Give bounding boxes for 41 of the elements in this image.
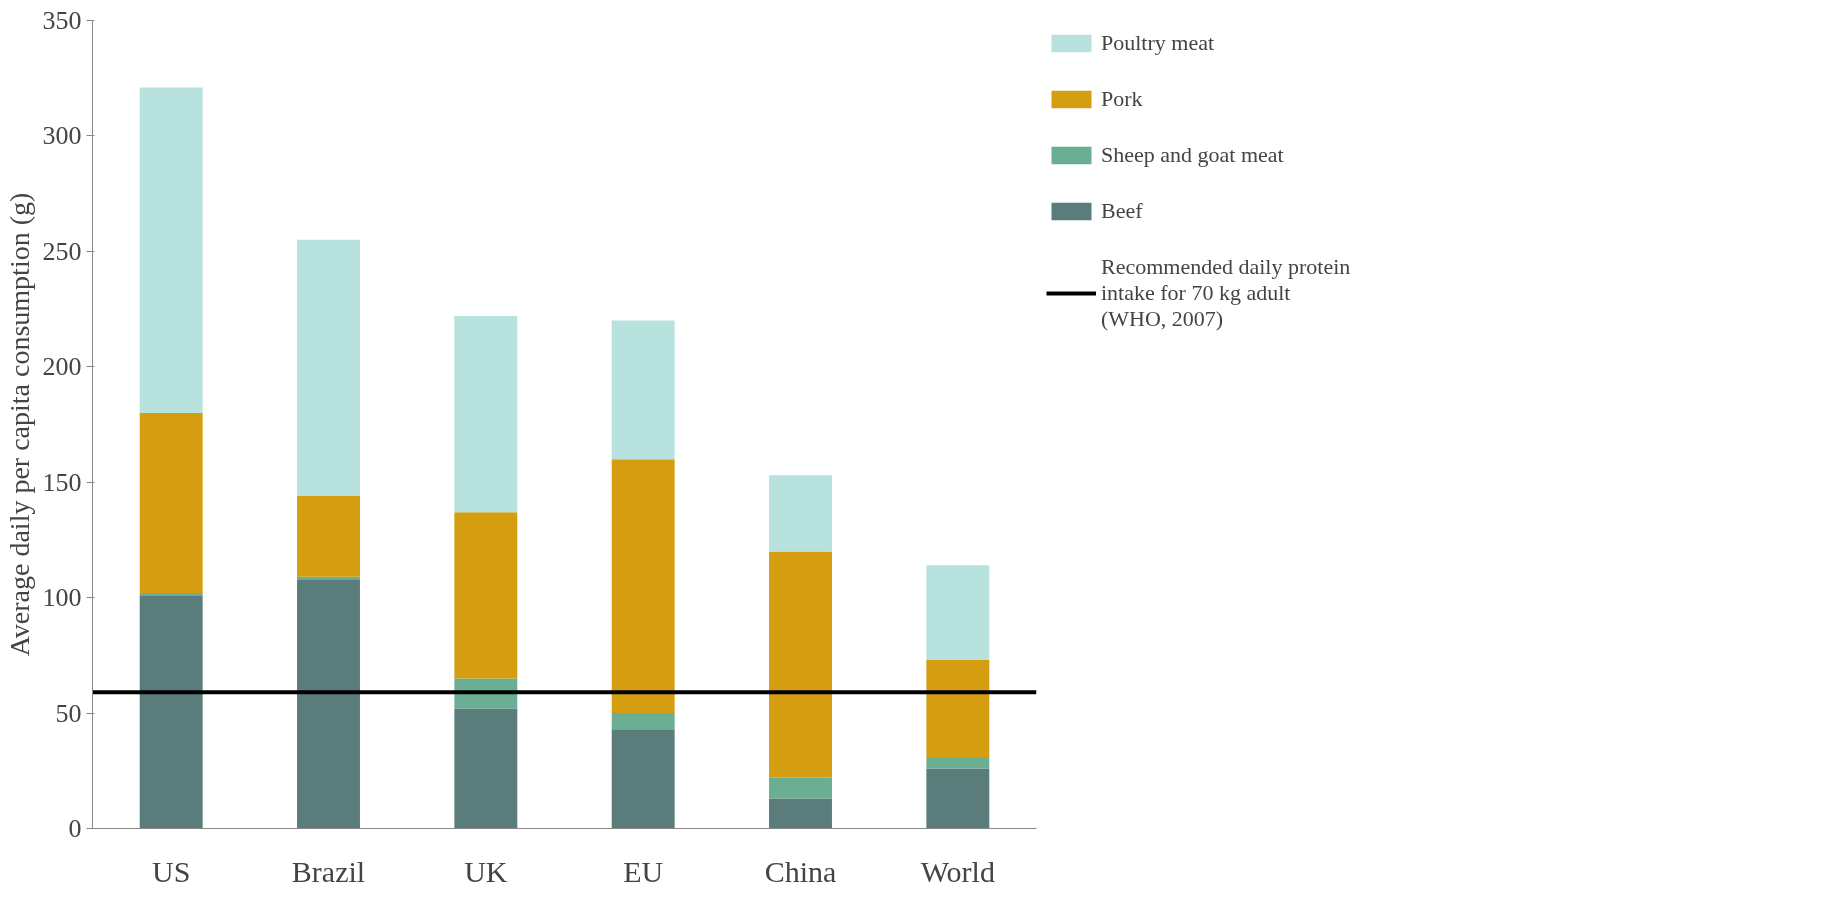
y-tick-label: 0 xyxy=(68,814,82,843)
legend-label: Sheep and goat meat xyxy=(1101,142,1284,168)
legend-label: Recommended daily protein intake for 70 kg adult (WHO, 2007) xyxy=(1101,254,1351,332)
y-tick-label: 200 xyxy=(42,352,82,382)
y-tick-label: 150 xyxy=(42,467,82,497)
bar xyxy=(769,551,832,778)
bar xyxy=(926,659,990,757)
bar xyxy=(769,777,832,799)
bar xyxy=(139,595,203,829)
x-tick-label: Brazil xyxy=(291,854,366,888)
bar xyxy=(139,412,203,594)
bar xyxy=(297,579,360,829)
bar xyxy=(611,729,675,829)
y-axis-title: Average daily per capita consumption (g) xyxy=(3,192,35,657)
bar xyxy=(139,87,203,413)
y-tick-label: 50 xyxy=(55,698,82,728)
bar xyxy=(926,565,990,660)
bar xyxy=(611,459,675,714)
y-tick-label: 250 xyxy=(42,236,82,266)
x-tick-label: World xyxy=(920,854,995,888)
y-tick-label: 350 xyxy=(42,6,82,35)
bar xyxy=(611,320,675,460)
bar xyxy=(454,708,518,829)
x-tick-label: China xyxy=(764,854,837,888)
legend-label: Beef xyxy=(1101,198,1143,224)
bar xyxy=(611,713,675,730)
bar xyxy=(454,316,518,513)
bar xyxy=(297,239,360,497)
x-tick-label: UK xyxy=(464,854,508,888)
bar xyxy=(297,496,360,577)
legend-label: Poultry meat xyxy=(1101,30,1215,56)
bar xyxy=(769,475,832,552)
legend-label: Pork xyxy=(1101,86,1143,112)
bar xyxy=(769,798,832,829)
y-tick-label: 300 xyxy=(42,121,82,151)
y-tick-label: 100 xyxy=(42,583,82,613)
x-tick-label: EU xyxy=(623,854,664,888)
x-tick-label: US xyxy=(151,854,191,888)
bar xyxy=(454,512,518,679)
bar xyxy=(926,768,990,829)
bar xyxy=(926,756,990,769)
